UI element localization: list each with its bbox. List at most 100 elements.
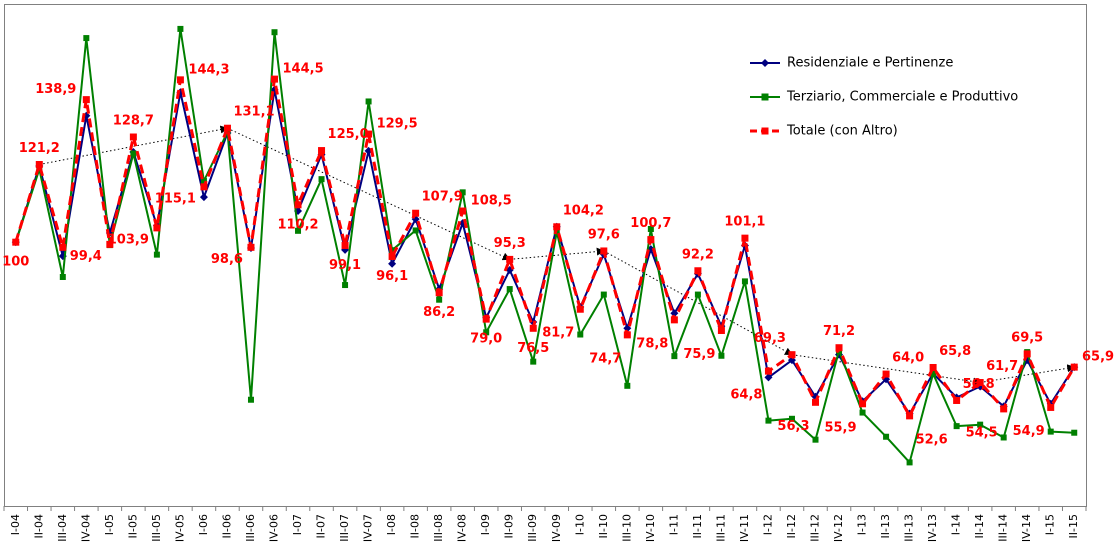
data-label: 79,0: [470, 332, 502, 347]
data-point: [530, 358, 537, 365]
x-tick-label: II-12: [785, 514, 798, 538]
data-label: 96,1: [376, 269, 408, 284]
x-tick-label: I-09: [479, 514, 492, 535]
x-tick-label: III-12: [809, 514, 822, 542]
x-tick-label: III-05: [150, 514, 163, 542]
data-label: 78,8: [636, 336, 668, 351]
data-label: 101,1: [724, 215, 765, 230]
x-tick-label: III-07: [338, 514, 351, 542]
data-point: [295, 227, 302, 234]
data-label: 56,8: [963, 377, 995, 392]
data-point: [929, 363, 937, 371]
data-label: 65,9: [1082, 350, 1114, 365]
data-point: [812, 398, 819, 406]
data-point: [459, 207, 467, 215]
x-tick-label: I-10: [573, 514, 586, 535]
x-tick-label: II-07: [315, 514, 328, 538]
data-point: [741, 278, 748, 285]
data-label: 69,3: [754, 331, 786, 346]
x-tick-label: III-10: [620, 514, 633, 542]
data-label: 108,5: [471, 194, 512, 209]
x-tick-label: I-07: [291, 514, 304, 535]
legend-label: Residenziale e Pertinenze: [787, 56, 953, 71]
data-point: [600, 247, 608, 255]
data-point: [200, 177, 207, 184]
x-tick-label: I-05: [103, 514, 116, 535]
data-point: [365, 98, 372, 105]
data-point: [342, 282, 349, 289]
x-tick-label: I-15: [1044, 514, 1057, 535]
legend-item: Terziario, Commerciale e Produttivo: [750, 90, 1018, 105]
data-point: [176, 76, 184, 84]
legend-item: Totale (con Altro): [750, 124, 898, 139]
data-point: [130, 150, 137, 157]
data-point: [247, 396, 254, 403]
data-point: [318, 147, 326, 155]
data-label: 99,4: [70, 249, 102, 264]
data-label: 144,5: [283, 62, 324, 77]
x-tick-label: III-14: [997, 514, 1010, 542]
data-point: [82, 96, 90, 104]
data-label: 107,9: [422, 190, 463, 205]
data-label: 55,9: [824, 420, 856, 435]
data-label: 74,7: [589, 351, 621, 366]
data-point: [318, 176, 325, 183]
data-point: [341, 241, 349, 249]
data-label: 115,1: [155, 191, 196, 206]
x-tick-label: III-06: [244, 514, 257, 542]
data-point: [436, 296, 443, 303]
x-tick-label: II-13: [879, 514, 892, 538]
series-2: [12, 25, 1078, 466]
legend-marker: [761, 93, 769, 101]
data-label: 86,2: [423, 305, 455, 320]
data-label: 121,2: [19, 141, 60, 156]
data-point: [459, 189, 466, 196]
x-tick-label: II-08: [409, 514, 422, 538]
data-point: [388, 252, 396, 260]
x-tick-label: IV-07: [362, 514, 375, 542]
data-point: [1023, 350, 1031, 358]
data-point: [435, 289, 443, 297]
data-point: [223, 124, 231, 132]
data-point: [694, 267, 702, 275]
data-label: 75,9: [683, 347, 715, 362]
data-label: 100: [2, 255, 29, 270]
data-point: [647, 225, 654, 232]
data-point: [670, 316, 678, 324]
data-label: 64,0: [892, 351, 924, 366]
legend: Residenziale e Pertinenze Terziario, Comm…: [750, 56, 1018, 139]
x-tick-label: I-14: [950, 514, 963, 535]
data-point: [576, 305, 584, 313]
x-tick-label: II-11: [691, 514, 704, 538]
x-tick-label: I-11: [667, 514, 680, 535]
x-tick-label: IV-06: [268, 514, 281, 542]
data-point: [600, 291, 607, 298]
data-point: [483, 329, 490, 336]
data-point: [717, 326, 725, 334]
data-point: [788, 351, 796, 359]
x-tick-label: II-06: [220, 514, 233, 538]
data-point: [694, 291, 701, 298]
series-layer: [11, 25, 1079, 466]
data-point: [718, 352, 725, 359]
data-point: [883, 433, 890, 440]
data-labels: 100 121,2 138,9 99,4 128,7 103,9 144,3 115,1 131…: [2, 62, 1114, 448]
x-tick-label: II-15: [1067, 514, 1080, 538]
data-point: [59, 273, 66, 280]
x-tick-label: III-04: [56, 514, 69, 542]
data-point: [129, 133, 137, 141]
data-label: 128,7: [113, 114, 154, 129]
data-point: [200, 183, 208, 191]
x-tick-label: IV-14: [1020, 514, 1033, 542]
x-tick-label: II-05: [126, 514, 139, 538]
x-tick-label: II-04: [32, 514, 45, 538]
data-point: [930, 370, 937, 377]
data-label: 95,3: [494, 236, 526, 251]
data-point: [623, 331, 631, 339]
data-point: [482, 315, 490, 323]
legend-label: Totale (con Altro): [786, 124, 898, 139]
data-point: [906, 459, 913, 466]
legend-marker: [761, 59, 769, 67]
x-tick-label: IV-09: [550, 514, 563, 542]
